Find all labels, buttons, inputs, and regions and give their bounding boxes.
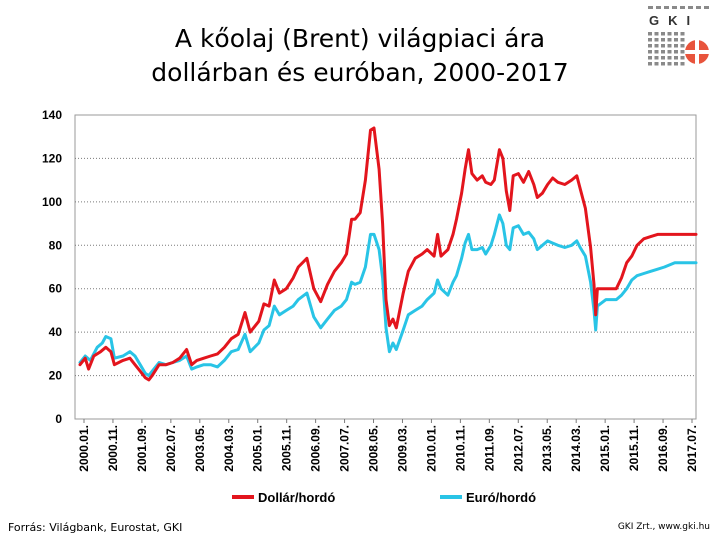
y-tick-label: 40 [49, 325, 63, 339]
x-tick-label: 2014.03. [569, 425, 583, 472]
y-tick-label: 120 [42, 151, 62, 165]
x-tick-label: 2015.01. [598, 425, 612, 472]
logo-grid-cell [648, 32, 652, 36]
logo-grid-cell [674, 38, 678, 42]
logo-grid-cell [674, 56, 678, 60]
logo-grid-cell [654, 44, 659, 48]
logo-text: GKI [649, 13, 699, 28]
logo-grid-cell [680, 32, 685, 36]
logo-grid-cell [654, 50, 659, 54]
logo-grid-cell [667, 44, 672, 48]
legend: Dollár/hordó Euró/hordó [232, 490, 536, 505]
y-axis-ticks: 0 20 40 60 80 100 120 140 [42, 108, 62, 426]
logo-grid-cell [667, 38, 672, 42]
logo-grid-cell [688, 6, 693, 9]
series-line-euro [78, 213, 698, 378]
x-tick-label: 2013.05. [540, 425, 554, 472]
logo-grid-cell [680, 44, 685, 48]
y-tick-label: 60 [49, 282, 63, 296]
logo-grid-cell [674, 32, 678, 36]
logo-grid-cell [648, 56, 652, 60]
logo-grid-cell [654, 56, 659, 60]
x-tick-label: 2012.07. [511, 425, 525, 472]
logo-grid-cell [654, 38, 659, 42]
legend-label: Euró/hordó [466, 490, 536, 505]
logo-grid-cell [648, 44, 652, 48]
x-tick-label: 2008.05. [367, 425, 381, 472]
plot-frame [74, 114, 697, 420]
gki-logo: GKI [648, 6, 709, 66]
y-tick-label: 100 [42, 195, 62, 209]
x-tick-label: 2011.09. [482, 425, 496, 471]
data-series [78, 126, 698, 382]
logo-grid-cell [661, 38, 665, 42]
logo-grid-cell [654, 32, 659, 36]
logo-grid-cell [667, 56, 672, 60]
logo-text-label: GKI [649, 13, 699, 28]
logo-grid-cell [648, 50, 652, 54]
title-line-2: dollárban és euróban, 2000-2017 [151, 58, 569, 87]
y-tick-label: 0 [55, 412, 62, 426]
logo-grid-cell [661, 62, 665, 66]
x-tick-label: 2016.09. [656, 425, 670, 472]
logo-grid-cell [674, 44, 678, 48]
logo-grid-cell [674, 50, 678, 54]
logo-grid-cell [667, 50, 672, 54]
x-tick-label: 2015.11. [627, 425, 641, 471]
logo-grid-cell [661, 56, 665, 60]
logo-grid-cell [661, 50, 665, 54]
logo-grid-cell [674, 62, 678, 66]
logo-grid-cell [667, 32, 672, 36]
x-tick-label: 2007.07. [338, 425, 352, 472]
logo-grid-cell [680, 6, 685, 9]
logo-grid-cell [667, 62, 672, 66]
logo-grid-cell [654, 62, 659, 66]
x-tick-label: 2000.01. [77, 425, 91, 472]
logo-grid-cell [680, 38, 685, 42]
logo-grid-cell [680, 56, 685, 60]
x-tick-label: 2009.03. [395, 425, 409, 472]
logo-grid-cell [648, 6, 653, 9]
y-tick-label: 140 [42, 108, 62, 122]
logo-grid-cell [661, 44, 665, 48]
logo-grid-cell [696, 6, 701, 9]
x-tick-label: 2005.01. [251, 425, 265, 472]
logo-mark [685, 40, 709, 64]
logo-grid-cell [680, 50, 685, 54]
x-tick-label: 2001.09. [135, 425, 149, 472]
x-tick-label: 2003.05. [193, 425, 207, 472]
legend-label: Dollár/hordó [258, 490, 335, 505]
logo-grid-cell [664, 6, 669, 9]
title-line-1: A kőolaj (Brent) világpiaci ára [174, 24, 546, 53]
logo-grid-cell [704, 6, 709, 9]
y-tick-label: 80 [49, 238, 63, 252]
x-tick-label: 2010.11. [453, 425, 467, 471]
logo-grid-pattern [648, 6, 709, 66]
logo-grid-cell [648, 38, 652, 42]
chart-title: A kőolaj (Brent) világpiaci ára dollárba… [100, 22, 620, 90]
logo-grid-cell [672, 6, 677, 9]
oil-price-chart: 0 20 40 60 80 100 120 140 2000.01. 2000.11. 2001.… [42, 108, 699, 505]
source-note: Forrás: Világbank, Eurostat, GKI [8, 521, 183, 534]
logo-grid-cell [656, 6, 661, 9]
logo-grid-cell [648, 62, 652, 66]
credit-note: GKI Zrt., www.gki.hu [617, 522, 710, 532]
x-tick-label: 2000.11. [106, 425, 120, 471]
logo-grid-cell [680, 62, 685, 66]
logo-grid-cell [661, 32, 665, 36]
x-tick-label: 2017.07. [685, 425, 699, 472]
x-tick-label: 2005.11. [280, 425, 294, 471]
y-tick-label: 20 [49, 369, 63, 383]
x-tick-label: 2010.01. [424, 425, 438, 472]
x-axis-ticks: 2000.01. 2000.11. 2001.09. 2002.07. 2003.05.… [77, 419, 699, 472]
x-tick-label: 2004.03. [222, 425, 236, 472]
x-tick-label: 2002.07. [164, 425, 178, 472]
x-tick-label: 2006.09. [309, 425, 323, 472]
series-line-dollar [78, 126, 698, 382]
